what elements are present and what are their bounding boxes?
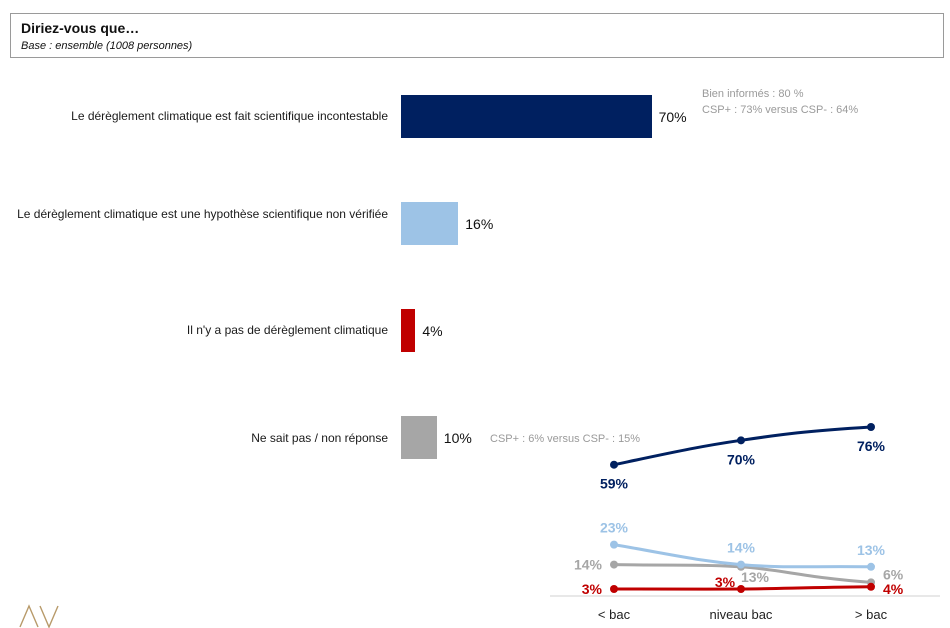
data-point-pas-de-dereglement (610, 585, 618, 593)
annotation-csp-nsp: CSP+ : 6% versus CSP- : 15% (490, 433, 641, 445)
x-tick-label: < bac (598, 607, 631, 622)
av-logo (19, 604, 59, 628)
data-point-hypothese (737, 560, 745, 569)
data-point-hypothese (867, 562, 875, 571)
category-label-1: Le dérèglement climatique est fait scien… (71, 109, 388, 123)
data-label-hypothese: 14% (727, 540, 756, 556)
data-point-pas-de-dereglement (867, 582, 875, 591)
annotation-csp-fait: CSP+ : 73% versus CSP- : 64% (702, 104, 859, 116)
data-point-pas-de-dereglement (737, 585, 745, 593)
bar-value-1: 70% (658, 109, 687, 125)
data-label-pas-de-dereglement: 3% (582, 581, 603, 597)
bar-value-2: 16% (465, 216, 494, 232)
data-label-hypothese: 13% (857, 542, 886, 558)
data-point-ne-sait-pas (610, 560, 618, 569)
category-label-3: Il n'y a pas de dérèglement climatique (186, 323, 388, 337)
data-label-pas-de-dereglement: 3% (715, 574, 736, 590)
category-label-4: Ne sait pas / non réponse (251, 431, 388, 445)
bar-ne-sait-pas (401, 416, 437, 459)
bar-value-4: 10% (443, 430, 472, 446)
x-tick-label: > bac (855, 607, 888, 622)
data-label-fait-incontestable: 76% (857, 438, 886, 454)
data-point-fait-incontestable (610, 460, 618, 469)
bar-pas-de-dereglement (401, 309, 416, 352)
data-point-fait-incontestable (867, 423, 875, 431)
data-label-ne-sait-pas: 13% (741, 569, 770, 585)
data-point-hypothese (610, 540, 618, 549)
data-label-ne-sait-pas: 6% (883, 566, 904, 582)
education-trend-chart: < bac niveau bac > bac 14% 13% 6% 23% 14% 13% 3% 3… (550, 423, 940, 622)
bar-hypothese-non-verifiee (401, 202, 459, 245)
data-label-pas-de-dereglement: 4% (883, 581, 904, 597)
data-label-fait-incontestable: 70% (727, 451, 756, 467)
question-title: Diriez-vous que… (21, 20, 140, 36)
bar-fait-incontestable (401, 95, 652, 138)
data-point-fait-incontestable (737, 436, 745, 445)
annotation-bien-informes: Bien informés : 80 % (702, 88, 804, 100)
base-subtitle: Base : ensemble (1008 personnes) (21, 40, 193, 52)
data-label-hypothese: 23% (600, 520, 629, 536)
x-tick-label: niveau bac (710, 607, 773, 622)
data-label-fait-incontestable: 59% (600, 476, 629, 492)
bar-value-3: 4% (422, 323, 443, 339)
data-label-ne-sait-pas: 14% (574, 557, 603, 573)
category-label-2: Le dérèglement climatique est une hypoth… (17, 207, 388, 221)
question-header: Diriez-vous que… Base : ensemble (1008 p… (10, 13, 944, 58)
